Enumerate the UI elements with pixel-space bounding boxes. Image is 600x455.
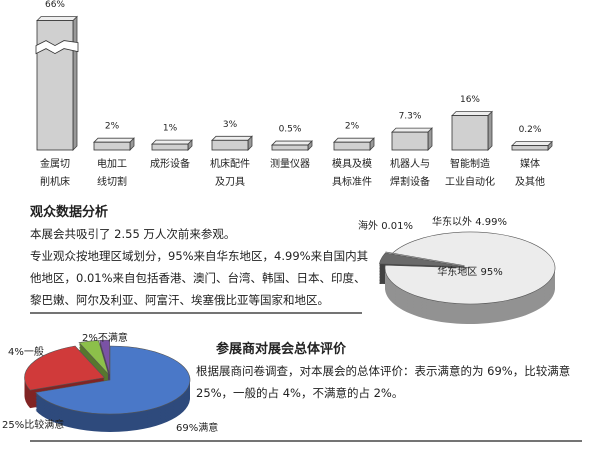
bar [391,131,429,151]
pie-label: 2%不满意 [82,331,128,344]
pie-slice [385,251,465,267]
pie-label: 69%满意 [176,421,218,434]
pie-label: 4%一般 [8,345,44,358]
value-label: 0.5% [279,125,302,135]
pie-label-part: 69% [176,423,198,434]
category-label: 机床配件 [210,157,250,170]
category-label: 焊割设备 [390,175,430,188]
bar-top [211,135,253,141]
value-label: 0.2% [519,125,542,135]
value-label: 2% [345,122,360,132]
bar-top [271,140,313,146]
category-label: 媒体 [520,158,540,170]
pie-label: 华东地区 95% [437,265,502,278]
pie-label-part: 4.99% [475,217,507,228]
bar [271,144,309,151]
category-label: 具标准件 [332,176,372,188]
heading: 参展商对展会总体评价 [216,342,347,357]
pie-slice [78,340,109,375]
category-label: 成形设备 [150,157,190,170]
bar-top [151,139,193,145]
paragraph: 专业观众按地理区域划分，95%来自华东地区，4.99%来自国内其他地区，0.01… [30,249,369,307]
category-label: 线切割 [97,175,127,188]
pie-label-part: 2% [82,333,98,344]
bar-break [35,40,79,55]
category-label: 模具及模 [332,158,372,170]
paragraph: 本展会共吸引了 2.55 万人次前来参观。 [30,227,236,241]
bar [36,20,74,151]
pie-slice [379,252,465,267]
pie-label-part: 一般 [24,345,44,358]
category-label: 金属切 [40,157,70,170]
bar [93,141,131,151]
bar [511,145,549,151]
pie-label-part: 不满意 [98,331,128,344]
bar [333,141,371,151]
bar [151,143,189,151]
pie-label-part: 比较满意 [24,418,64,431]
section: 参展商对展会总体评价 根据展商问卷调查，对本展会的总体评价：表示满意的为 69%… [196,340,588,404]
pie-slice [384,231,556,305]
paragraph: 根据展商问卷调查，对本展会的总体评价：表示满意的为 69%，比较满意 25%，一… [196,364,571,400]
value-label: 66% [45,0,65,10]
category-label: 机器人与 [390,157,430,170]
bar-top [93,137,135,143]
bar [211,139,249,151]
pie-label-part: 海外 [358,219,378,232]
bar [451,115,489,151]
pie-label: 海外 0.01% [358,219,413,232]
category-label: 测量仪器 [270,157,310,170]
bar-side [487,110,493,151]
section: 观众数据分析 本展会共吸引了 2.55 万人次前来参观。 专业观众按地理区域划分… [30,203,370,311]
pie-label-part: 0.01% [381,221,413,232]
pie-slice [35,345,191,415]
pie-label-part: 95% [480,267,502,278]
category-label: 智能制造 [450,157,490,170]
value-label: 2% [105,122,120,132]
pie-label: 25%比较满意 [2,418,64,431]
bar-top [391,127,433,133]
category-label: 电加工 [97,157,127,170]
category-label: 及其他 [515,175,545,188]
value-label: 1% [163,124,178,134]
bar-top [511,141,553,147]
pie-slice [24,345,106,391]
pie-label-part: 4% [8,347,24,358]
pie-label-part: 25% [2,420,24,431]
bar-top [36,16,78,22]
bar-top [333,137,375,143]
bar-side [427,127,433,151]
pie-label-part: 华东以外 [432,215,472,228]
value-label: 16% [460,95,480,105]
bar-side [72,15,78,151]
heading: 观众数据分析 [30,205,109,220]
category-label: 及刀具 [215,176,245,188]
pie-label-part: 华东地区 [437,265,477,278]
bar-top [451,111,493,116]
pie-slice [99,339,110,375]
pie-label: 华东以外 4.99% [432,215,507,228]
value-label: 7.3% [399,112,422,122]
category-label: 削机床 [40,175,70,188]
value-label: 3% [223,120,238,130]
category-label: 工业自动化 [445,175,495,188]
pie-label-part: 满意 [198,421,218,434]
